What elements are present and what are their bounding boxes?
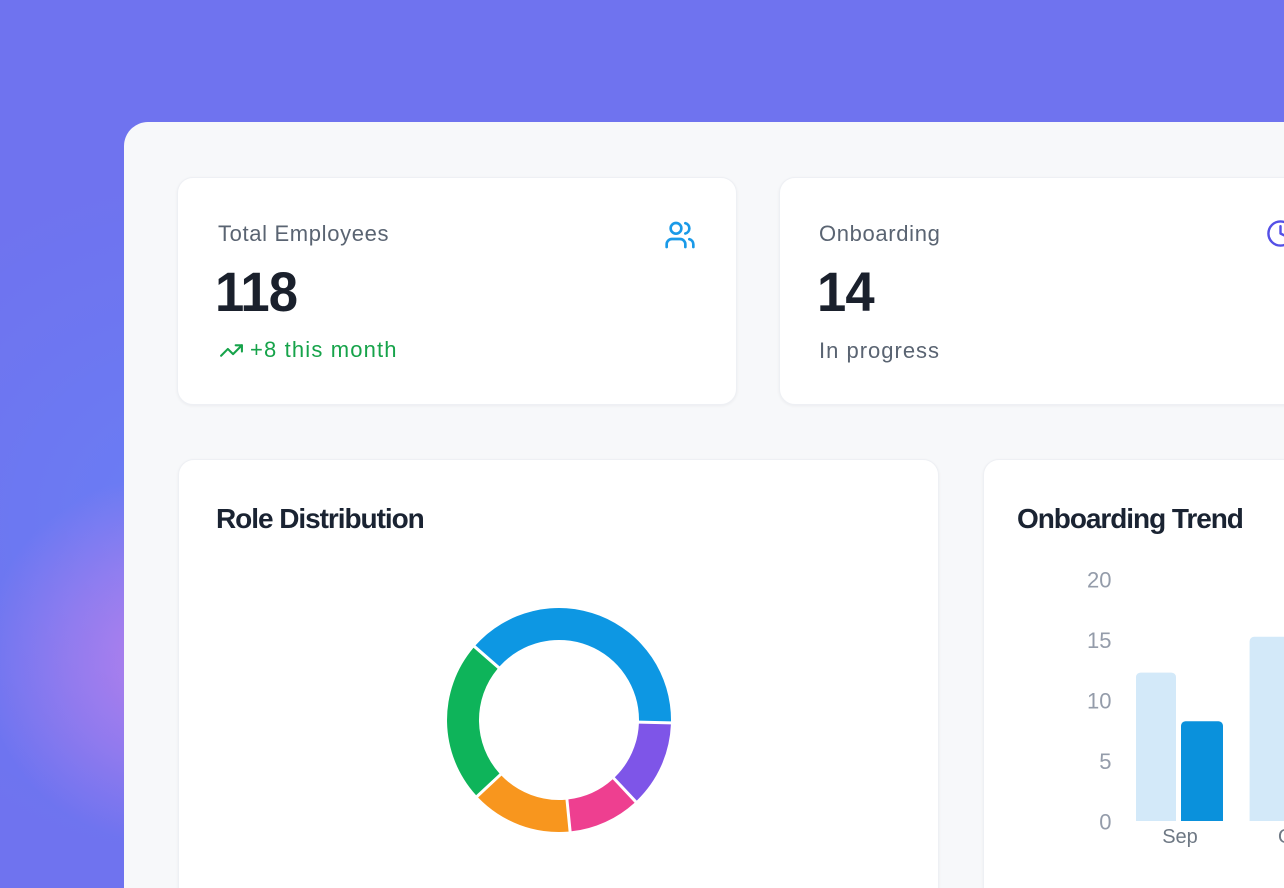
svg-text:15: 15 [1087, 628, 1111, 653]
svg-text:5: 5 [1099, 749, 1111, 774]
svg-text:0: 0 [1099, 810, 1111, 835]
svg-text:10: 10 [1087, 689, 1111, 714]
svg-text:Oct: Oct [1278, 826, 1284, 848]
svg-text:20: 20 [1087, 568, 1111, 593]
svg-text:Sep: Sep [1162, 826, 1198, 848]
